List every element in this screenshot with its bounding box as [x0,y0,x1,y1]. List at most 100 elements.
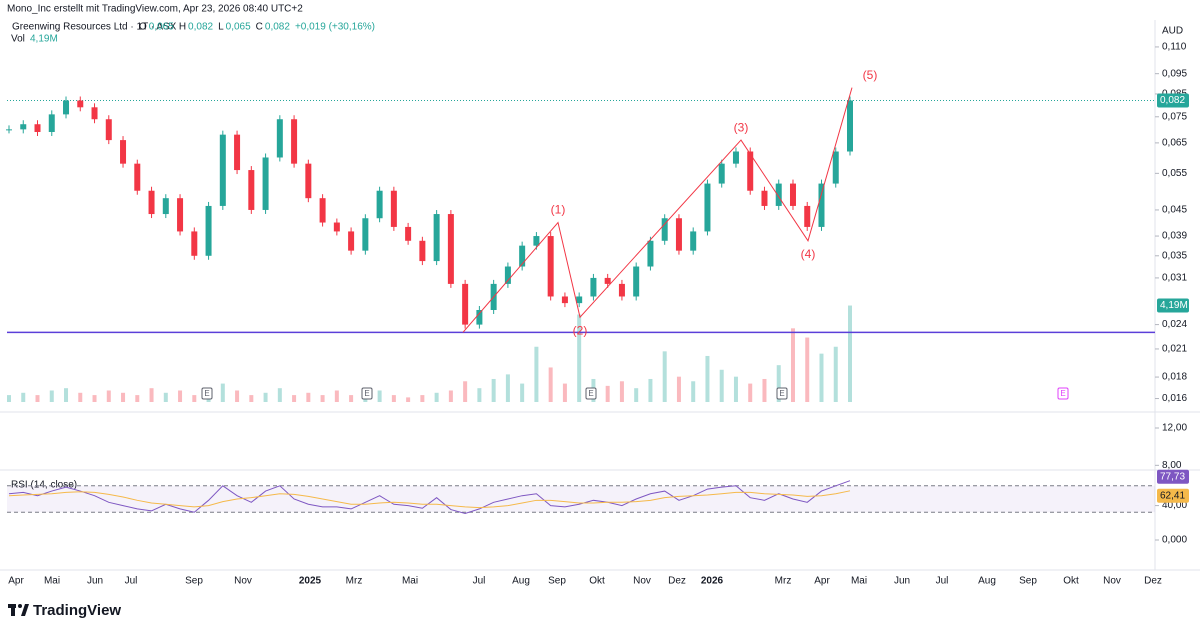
volume-bar [705,355,710,402]
volume-bar [548,367,553,402]
y-tick-label: 0,016 [1162,393,1187,404]
volume-bar [691,381,696,402]
y-tick-label: 0,045 [1162,205,1187,216]
candle-body [847,100,853,152]
rsi-title: RSI (14, close) [11,480,77,491]
rsi-band [7,485,1155,513]
candle-body [804,205,811,227]
wave-label: (3) [734,120,749,134]
volume-bar [662,351,667,402]
candle-body [761,190,768,206]
candle-body [248,170,255,210]
event-box [1057,387,1069,400]
time-label: Jul [473,576,486,587]
candle-body [604,277,611,284]
candle-body [675,218,682,251]
volume-bar [135,395,140,402]
candle-body [162,198,169,215]
y-tick-label: 0,065 [1162,138,1187,149]
candle-body [219,134,226,206]
wave-line [462,87,853,333]
time-label: Nov [234,576,252,587]
time-label: 2025 [299,576,322,587]
time-label: Mai [851,576,867,587]
candle-body [533,236,540,246]
volume-bar [121,392,126,402]
y-tick-label: 40,00 [1162,500,1187,511]
credit: Mono_Inc erstellt mit TradingView.com, A… [7,4,303,15]
currency: AUD [1162,26,1183,37]
volume-bar [349,395,354,402]
candle-body [34,124,41,132]
volume-bar [7,395,11,402]
y-tick-label: 0,021 [1162,344,1187,355]
y-tick-label: 0,000 [1162,535,1187,546]
candle-body [348,231,355,251]
price-tag-label: 0,082 [1160,95,1185,106]
volume-bar [790,328,795,402]
candle-body [561,296,568,304]
rsi-line [8,480,851,515]
ohlc-value: 0,082 [265,22,290,33]
ohlc-value: 0,065 [226,22,251,33]
candle-body [747,151,754,191]
candle-body [390,190,397,227]
volume-bar [106,390,111,402]
volume-bar [819,353,824,402]
candle-body [590,277,597,297]
wave-label: (4) [801,247,816,261]
candle-body [191,231,198,256]
candle-body [276,119,283,158]
time-label: Aug [512,576,530,587]
time-label: Jul [125,576,138,587]
candle-body [177,198,184,232]
volume-bar [249,395,254,402]
volume-bar [676,376,681,402]
candle-body [48,114,55,132]
y-tick-label: 0,110 [1162,42,1187,53]
time-label: Apr [814,576,830,587]
volume-bar [420,395,425,402]
volume-bar [833,346,838,402]
time-label: Sep [1019,576,1037,587]
time-label: Mrz [346,576,363,587]
candle-body [704,183,711,232]
y-tick-label: 0,095 [1162,68,1187,79]
volume-bar [192,395,197,402]
volume-bar [235,390,240,402]
ohlc-key: L [218,22,224,33]
volume-bar [634,388,639,402]
candle-body [647,240,654,267]
brand: TradingView [33,602,121,619]
time-label: Sep [185,576,203,587]
event-label: E [1060,389,1065,398]
candle-body [832,151,839,184]
logo [8,604,29,616]
ohlc-key: H [179,22,186,33]
candle-body [718,163,725,184]
volume-bar [292,395,297,402]
time-label: 2026 [701,576,724,587]
y-tick-label: 0,031 [1162,273,1187,284]
candle-body [433,214,440,262]
y-tick-label: 8,00 [1162,460,1182,471]
event-box [201,387,213,400]
volume-bar [448,390,453,402]
y-tick-label: 0,035 [1162,250,1187,261]
candle-body [661,218,668,241]
time-label: Nov [1103,576,1121,587]
volume-bar [520,383,525,402]
event-label: E [588,389,593,398]
ohlc-key: C [256,22,263,33]
candle-body [291,119,298,164]
event-label: E [779,389,784,398]
ohlc-value: 0,065 [149,22,174,33]
event-box [776,387,788,400]
vol-key: Vol [11,34,25,45]
volume-bar [178,390,183,402]
vol-value: 4,19M [30,34,58,45]
volume-bar [463,381,468,402]
ohlc-key: O [139,22,147,33]
volume-bar [391,395,396,402]
